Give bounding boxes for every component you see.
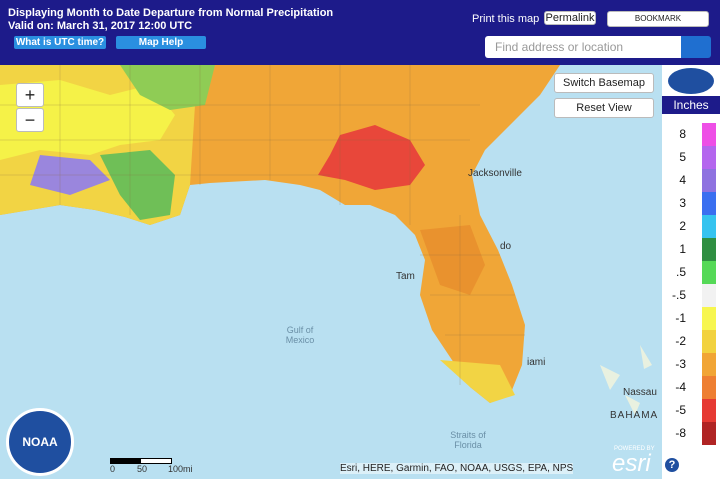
- legend-label: -4: [675, 380, 686, 394]
- help-icon[interactable]: ?: [665, 458, 679, 472]
- reset-view[interactable]: Reset View: [554, 98, 654, 118]
- legend-swatch: [702, 307, 716, 330]
- header: Displaying Month to Date Departure from …: [0, 0, 720, 65]
- legend-label: 1: [679, 242, 686, 256]
- print-link[interactable]: Print this map: [472, 13, 540, 25]
- legend-label: 5: [679, 150, 686, 164]
- city-label: do: [500, 241, 512, 252]
- legend-label: -.5: [671, 288, 686, 302]
- city-label: Jacksonville: [468, 168, 522, 179]
- legend-swatch: [702, 238, 716, 261]
- noaa-logo: NOAA: [6, 408, 74, 476]
- legend-swatch: [702, 399, 716, 422]
- legend-swatch: [702, 330, 716, 353]
- city-label: iami: [527, 357, 546, 368]
- legend-label: -8: [675, 426, 686, 440]
- legend-label: -3: [675, 357, 686, 371]
- legend-logo: [668, 68, 714, 94]
- scale-bar: [110, 458, 172, 464]
- help-button[interactable]: Map Help: [116, 36, 206, 49]
- legend-label: 4: [679, 173, 686, 187]
- zoom-in[interactable]: +: [16, 83, 44, 107]
- scale-label: 0: [110, 464, 116, 474]
- city-label: Nassau: [623, 387, 657, 398]
- title: Displaying Month to Date Departure from …: [8, 7, 334, 19]
- legend-swatch: [702, 353, 716, 376]
- legend-label: .5: [675, 265, 686, 279]
- legend-title: Inches: [662, 96, 720, 114]
- legend-label: -1: [675, 311, 686, 325]
- permalink[interactable]: Permalink: [544, 11, 596, 25]
- search-box[interactable]: Find address or location: [485, 36, 681, 58]
- legend-swatch: [702, 123, 716, 146]
- zoom-out[interactable]: −: [16, 108, 44, 132]
- esri-powered: POWERED BY: [614, 446, 655, 452]
- bookmark[interactable]: BOOKMARK: [607, 11, 709, 27]
- city-label: Tam: [396, 271, 415, 282]
- switch-basemap[interactable]: Switch Basemap: [554, 73, 654, 93]
- legend-label: 3: [679, 196, 686, 210]
- legend-swatch: [702, 422, 716, 445]
- legend-swatch: [702, 261, 716, 284]
- scale-label: 50: [137, 464, 148, 474]
- legend-label: 2: [679, 219, 686, 233]
- legend-label: -5: [675, 403, 686, 417]
- legend-swatch: [702, 169, 716, 192]
- legend-swatch: [702, 215, 716, 238]
- country-label: BAHAMA: [610, 410, 659, 421]
- legend: Inches ? 8 5 4 3 2 1 .5 -.5 -1 -2 -3 -4 -5 -8: [662, 65, 720, 479]
- utc-button[interactable]: What is UTC time?: [14, 36, 106, 49]
- legend-label: 8: [679, 127, 686, 141]
- sea-label: Gulf of Mexico: [285, 325, 315, 345]
- attribution: Esri, HERE, Garmin, FAO, NOAA, USGS, EPA…: [340, 463, 574, 474]
- legend-label: -2: [675, 334, 686, 348]
- legend-swatch: [702, 376, 716, 399]
- esri-logo: esri: [612, 450, 651, 477]
- sea-label: Straits of Florida: [450, 430, 486, 450]
- scale-label: 100mi: [168, 464, 193, 474]
- legend-swatch: [702, 284, 716, 307]
- legend-swatch: [702, 192, 716, 215]
- legend-swatch: [702, 146, 716, 169]
- valid-date: Valid on: March 31, 2017 12:00 UTC: [8, 20, 193, 32]
- map: [0, 65, 720, 479]
- search-button[interactable]: [681, 36, 711, 58]
